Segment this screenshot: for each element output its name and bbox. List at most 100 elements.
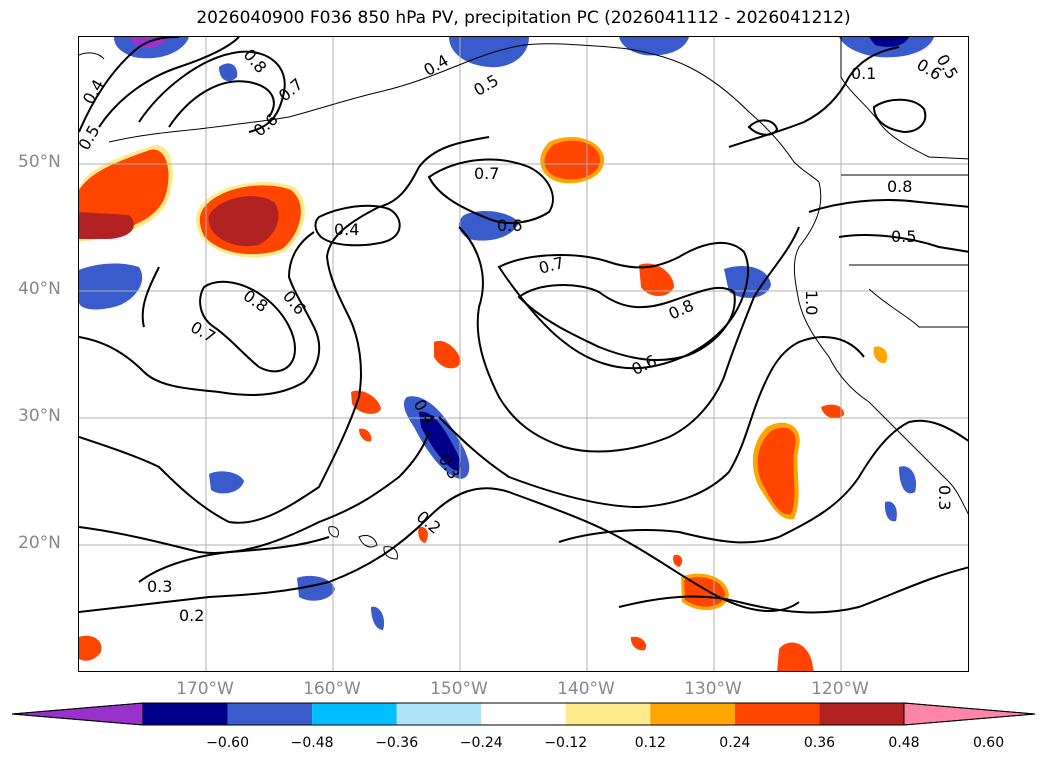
precip-area [359,428,372,442]
precip-area [839,37,934,58]
colorbar-segment [396,703,482,725]
lon-label: 160°W [303,679,361,699]
precip-area [79,263,143,310]
pv-contour [141,266,160,328]
pv-contour [79,231,321,396]
precip-area [899,466,917,494]
colorbar-tick-label: 0.36 [803,735,836,751]
precip-area [208,196,279,247]
colorbar-segment [734,703,820,725]
precip-area [351,390,381,414]
precip-area [219,63,238,82]
pv-contour [79,136,490,524]
contour-label: 0.8 [666,296,697,324]
lat-label: 30°N [18,406,61,426]
contour-labels: 0.4 0.5 0.8 0.7 0.6 0.4 0.5 0.7 0.6 0.4 … [79,45,962,625]
colorbar-tick-label: 0.24 [719,735,751,751]
contour-label: 0.5 [470,71,502,100]
precip-area [673,554,683,567]
pv-contour [79,487,800,613]
contour-label: 0.8 [887,177,912,196]
lat-label: 40°N [18,279,61,299]
pv-contour [138,536,330,583]
pv-contour [747,119,779,136]
precip-area [619,37,689,56]
lon-label: 140°W [557,679,615,699]
pv-contour [872,98,927,134]
map-canvas: 0.4 0.5 0.8 0.7 0.6 0.4 0.5 0.7 0.6 0.4 … [79,37,968,671]
pv-contour [138,50,286,133]
colorbar-segments [11,702,1036,726]
colorbar-segment [650,703,735,725]
precip-area [419,411,462,471]
precip-area [869,37,909,47]
pv-contour [497,241,749,370]
lon-label: 130°W [684,679,742,699]
colorbar-tick-label: 0.60 [972,735,1005,751]
pv-contour [79,37,180,133]
graticule [79,37,968,671]
pv-contour [838,234,968,253]
lat-label: 50°N [18,152,61,172]
precip-area [630,636,647,651]
lon-label: 170°W [176,679,234,699]
precip-area [873,346,888,364]
pv-contour [314,204,401,247]
contour-label: 0.1 [851,64,876,83]
pv-contour [438,336,865,509]
pv-contour [168,80,275,128]
precip-area [434,340,461,369]
contour-label: 0.3 [935,485,954,510]
precip-area [79,212,134,239]
map-title: 2026040900 F036 850 hPa PV, precipitatio… [196,8,851,28]
pv-contour [79,431,430,554]
precip-area [544,140,601,180]
pv-contours [79,37,968,614]
pv-contour [199,280,296,373]
precip-area [684,577,725,607]
colorbar-tick-label: −0.24 [459,735,503,751]
precip-area [449,37,529,68]
colorbar-extend-high [903,702,1036,726]
precip-area [821,404,845,419]
colorbar-extend-low [11,702,144,726]
contour-label: 0.2 [179,606,204,625]
contour-label: 0.6 [497,216,522,235]
pv-contour [808,199,968,213]
contour-label: 0.8 [240,45,271,77]
colorbar-tick-label: −0.36 [375,735,419,751]
colorbar-segment [312,703,397,725]
contour-label: 0.6 [629,351,660,379]
precip-area [458,211,519,241]
map-panel[interactable]: 0.4 0.5 0.8 0.7 0.6 0.4 0.5 0.7 0.6 0.4 … [78,36,969,672]
contour-label: 1.0 [802,290,821,315]
precip-area [79,635,102,661]
contour-label: 0.7 [474,164,499,183]
colorbar-segment [481,703,566,725]
colorbar-tick-label: −0.48 [290,735,334,751]
colorbar-segment [819,703,904,725]
precip-area [884,501,897,522]
pv-contour [427,158,554,224]
contour-label: 0.4 [334,220,359,239]
pv-contour [558,419,968,544]
contour-label: 0.4 [79,76,108,108]
lon-label: 150°W [430,679,488,699]
lon-label: 120°W [811,679,869,699]
colorbar-segment [227,703,313,725]
colorbar [11,702,1036,726]
contour-label: 0.2 [413,507,445,538]
colorbar-tick-label: 0.12 [634,735,666,751]
contour-label: 0.8 [240,286,272,316]
contour-label: 0.7 [187,317,219,346]
colorbar-tick-label: 0.48 [888,735,920,751]
colorbar-segment [565,703,651,725]
colorbar-tick-label: −0.60 [206,735,249,751]
precip-area [757,427,796,515]
colorbar-outline [11,702,1036,726]
pv-contour [517,284,736,361]
precip-area [639,263,674,296]
pv-contour [618,566,968,614]
pv-contour [98,37,240,128]
pv-contour [458,226,800,453]
